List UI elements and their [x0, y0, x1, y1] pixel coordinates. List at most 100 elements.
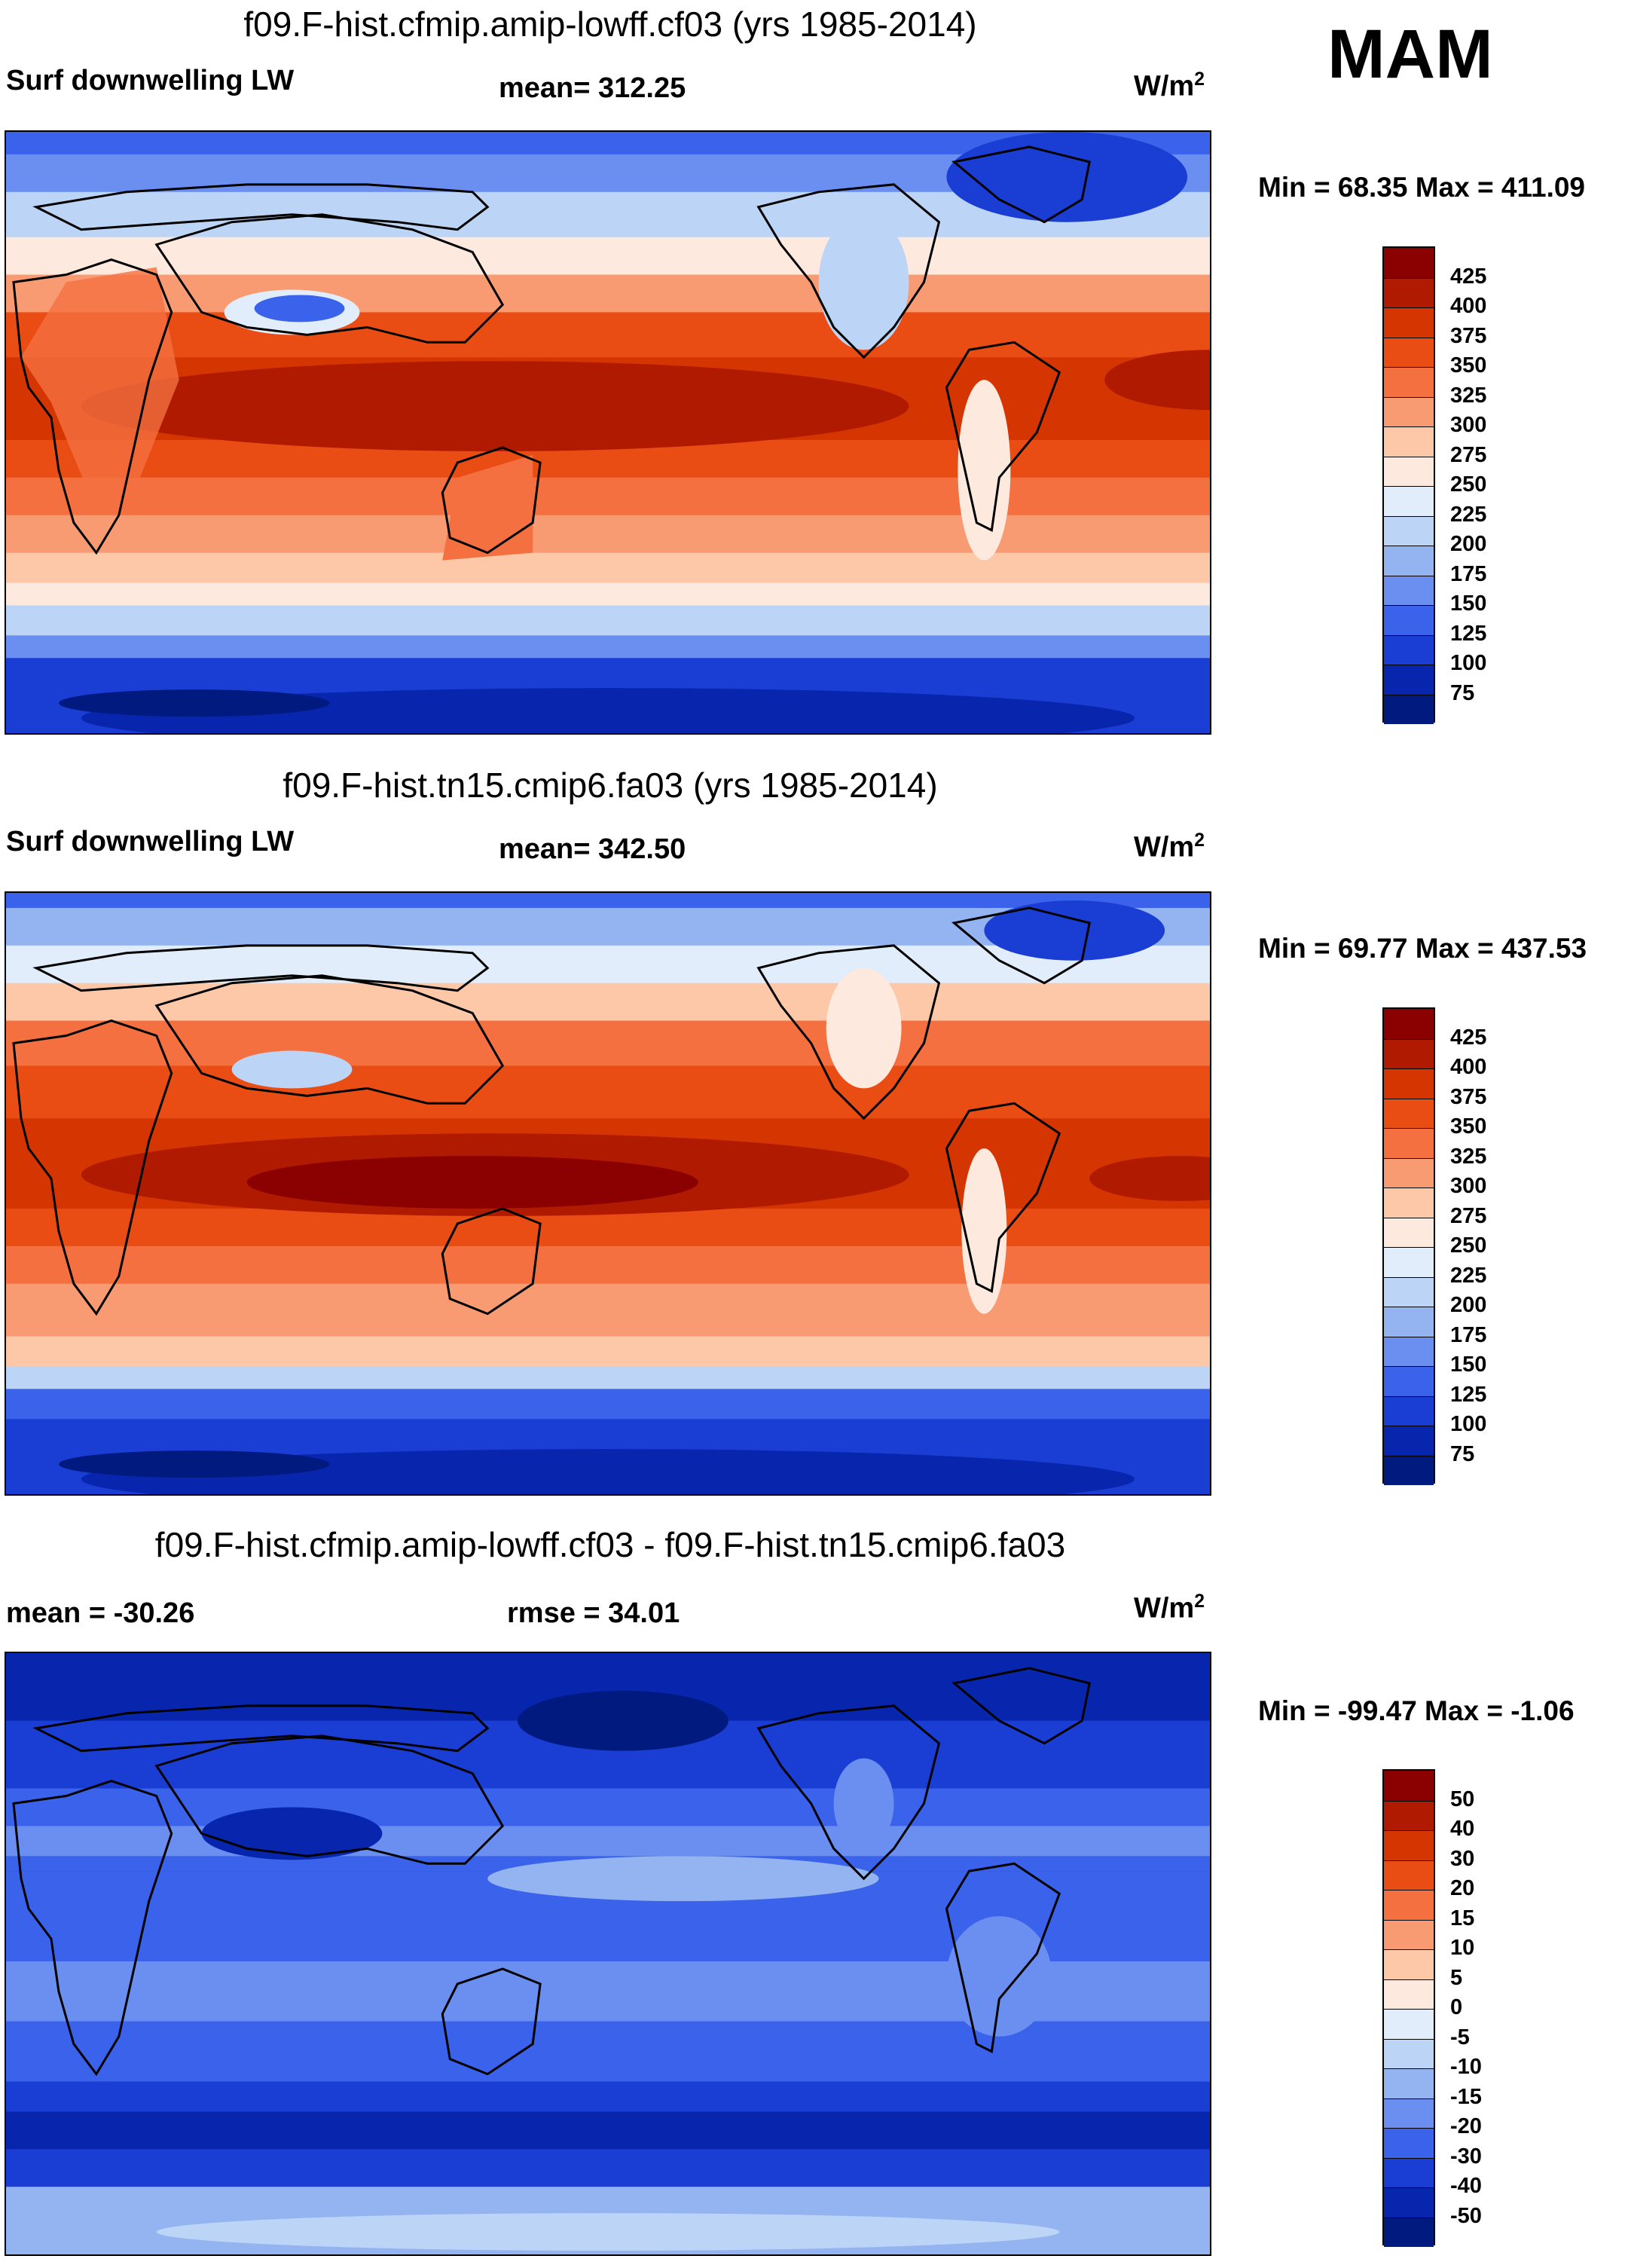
- colorbar-tick-label: 425: [1450, 264, 1487, 289]
- colorbar-box: [1384, 1979, 1434, 2009]
- colorbar-box: [1384, 486, 1434, 516]
- colorbar-box: [1384, 367, 1434, 397]
- colorbar-tick-label: 325: [1450, 1144, 1487, 1169]
- colorbar-box: [1384, 575, 1434, 605]
- colorbar-tick-label: 325: [1450, 383, 1487, 408]
- colorbar-box: [1384, 1098, 1434, 1128]
- colorbar-tick-label: 300: [1450, 413, 1487, 437]
- colorbar-box: [1384, 2128, 1434, 2158]
- colorbar-box: [1384, 1426, 1434, 1456]
- colorbar-box: [1384, 2038, 1434, 2068]
- colorbar-box: [1384, 1068, 1434, 1099]
- colorbar-tick-label: 0: [1450, 1995, 1463, 2019]
- colorbar-box: [1384, 515, 1434, 546]
- panel-1-units-label: W/m2: [1134, 69, 1205, 102]
- panel-3-minmax-label: Min = -99.47 Max = -1.06: [1258, 1695, 1575, 1726]
- colorbar-box: [1384, 665, 1434, 695]
- colorbar-tick-label: 225: [1450, 502, 1487, 527]
- colorbar-box: [1384, 307, 1434, 338]
- panel-1-mean-label: mean= 312.25: [499, 72, 686, 104]
- colorbar-box: [1384, 1830, 1434, 1860]
- panel-1-variable-label: Surf downwelling LW: [6, 65, 295, 96]
- colorbar-tick-label: -5: [1450, 2025, 1470, 2049]
- colorbar-tick-label: 200: [1450, 1293, 1487, 1317]
- colorbar-tick-label: 225: [1450, 1263, 1487, 1288]
- colorbar-box: [1384, 2187, 1434, 2218]
- panel-1-minmax-label: Min = 68.35 Max = 411.09: [1258, 172, 1586, 203]
- colorbar-box: [1384, 248, 1434, 278]
- colorbar-box: [1384, 694, 1434, 724]
- panel-1-colorbar: [1382, 246, 1435, 724]
- panel-2-colorbar: [1382, 1007, 1435, 1485]
- panel-3-map: [5, 1652, 1211, 2256]
- colorbar-box: [1384, 1771, 1434, 1801]
- colorbar-box: [1384, 1949, 1434, 1979]
- colorbar-box: [1384, 2068, 1434, 2098]
- colorbar-tick-label: 400: [1450, 294, 1487, 318]
- panel-1-map: [5, 130, 1211, 735]
- season-label: MAM: [1327, 16, 1493, 93]
- colorbar-box: [1384, 277, 1434, 307]
- colorbar-box: [1384, 1800, 1434, 1830]
- colorbar-tick-label: 10: [1450, 1936, 1475, 1960]
- colorbar-tick-label: -10: [1450, 2055, 1482, 2079]
- colorbar-box: [1384, 426, 1434, 457]
- colorbar-box: [1384, 634, 1434, 665]
- colorbar-tick-label: -40: [1450, 2174, 1482, 2198]
- colorbar-tick-label: -50: [1450, 2203, 1482, 2228]
- colorbar-tick-label: 20: [1450, 1876, 1475, 1900]
- colorbar-box: [1384, 396, 1434, 426]
- colorbar-tick-label: 75: [1450, 1441, 1475, 1466]
- panel-3-rmse-label: rmse = 34.01: [507, 1597, 680, 1629]
- colorbar-box: [1384, 1366, 1434, 1396]
- colorbar-tick-label: 400: [1450, 1055, 1487, 1079]
- colorbar-box: [1384, 1038, 1434, 1068]
- colorbar-tick-label: 15: [1450, 1906, 1475, 1930]
- colorbar-tick-label: 425: [1450, 1025, 1487, 1050]
- colorbar-tick-label: 150: [1450, 591, 1487, 616]
- panel-2-variable-label: Surf downwelling LW: [6, 826, 295, 857]
- panel-1-map-plot: [6, 132, 1210, 733]
- colorbar-box: [1384, 1009, 1434, 1039]
- colorbar-tick-label: 175: [1450, 1322, 1487, 1347]
- colorbar-box: [1384, 1187, 1434, 1218]
- colorbar-box: [1384, 456, 1434, 486]
- colorbar-tick-label: 375: [1450, 323, 1487, 348]
- colorbar-tick-label: -30: [1450, 2144, 1482, 2169]
- colorbar-box: [1384, 1307, 1434, 1337]
- colorbar-box: [1384, 2009, 1434, 2039]
- panel-3-map-plot: [6, 1653, 1210, 2254]
- colorbar-tick-label: 75: [1450, 680, 1475, 705]
- panel-3-units-label: W/m2: [1134, 1591, 1205, 1625]
- colorbar-box: [1384, 605, 1434, 635]
- colorbar-tick-label: 50: [1450, 1787, 1475, 1811]
- colorbar-box: [1384, 1157, 1434, 1187]
- colorbar-box: [1384, 546, 1434, 576]
- colorbar-tick-label: 150: [1450, 1353, 1487, 1377]
- panel-2-minmax-label: Min = 69.77 Max = 437.53: [1258, 933, 1587, 964]
- colorbar-tick-label: 100: [1450, 651, 1487, 675]
- colorbar-box: [1384, 1276, 1434, 1307]
- colorbar-box: [1384, 2098, 1434, 2128]
- colorbar-tick-label: 125: [1450, 1382, 1487, 1407]
- colorbar-box: [1384, 1128, 1434, 1158]
- colorbar-tick-label: 350: [1450, 353, 1487, 377]
- colorbar-tick-label: 40: [1450, 1817, 1475, 1841]
- panel-2-map: [5, 891, 1211, 1496]
- colorbar-tick-label: 250: [1450, 1233, 1487, 1258]
- colorbar-tick-label: 350: [1450, 1114, 1487, 1139]
- colorbar-box: [1384, 1247, 1434, 1277]
- colorbar-box: [1384, 1395, 1434, 1426]
- colorbar-box: [1384, 1455, 1434, 1485]
- colorbar-tick-label: 375: [1450, 1084, 1487, 1109]
- panel-2-map-plot: [6, 893, 1210, 1494]
- colorbar-tick-label: -15: [1450, 2084, 1482, 2109]
- colorbar-box: [1384, 2217, 1434, 2247]
- panel-2-mean-label: mean= 342.50: [499, 833, 686, 865]
- panel-3-colorbar: [1382, 1769, 1435, 2247]
- colorbar-box: [1384, 1860, 1434, 1890]
- colorbar-tick-label: 125: [1450, 621, 1487, 646]
- colorbar-box: [1384, 1919, 1434, 1949]
- panel-3-title: f09.F-hist.cfmip.amip-lowff.cf03 - f09.F…: [154, 1525, 1066, 1564]
- panel-3-mean-label: mean = -30.26: [6, 1597, 195, 1629]
